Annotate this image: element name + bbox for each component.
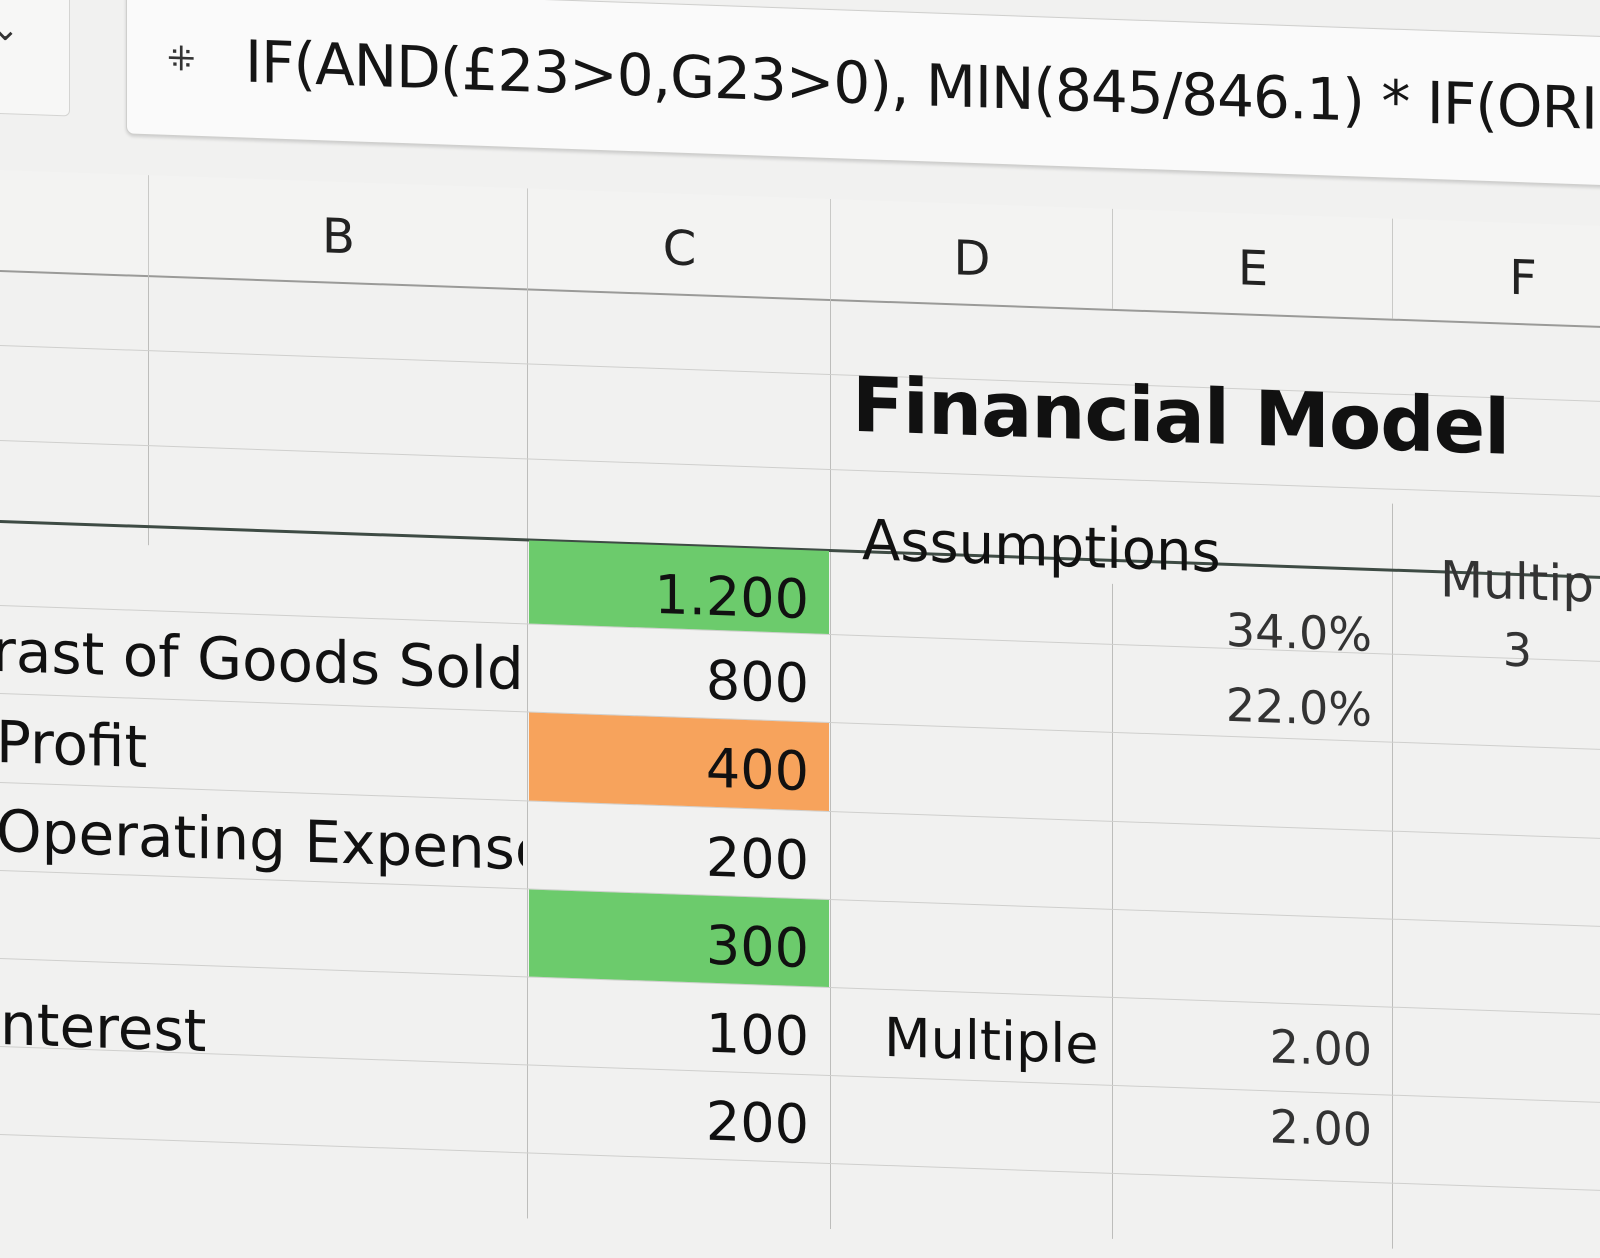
grid-line <box>527 288 528 1219</box>
column-header-b[interactable]: B <box>148 175 528 289</box>
row-label[interactable] <box>0 871 527 976</box>
multiple-label[interactable]: Multiple <box>884 1005 1099 1077</box>
assumption-cell[interactable]: 3 <box>1502 622 1532 678</box>
assumptions-header[interactable]: Assumptions <box>862 508 1221 586</box>
grid-line <box>830 298 831 1230</box>
value-cell[interactable]: 200 <box>705 825 809 893</box>
assumption-cell[interactable]: 34.0% <box>1225 602 1372 662</box>
row-label[interactable]: Operating Expenses <box>0 796 523 886</box>
row-label[interactable]: Profit <box>0 707 148 782</box>
value-cell[interactable]: 200 <box>705 1089 809 1157</box>
value-cell[interactable]: 1.200 <box>529 540 829 634</box>
column-header-e[interactable]: E <box>1112 208 1393 319</box>
multiple-value[interactable]: 2.00 <box>1269 1019 1372 1077</box>
value-cell[interactable]: 100 <box>705 1001 809 1069</box>
chevron-down-icon[interactable]: ⌄ <box>0 8 20 50</box>
row-label[interactable]: rast of Goods Sold <box>0 616 519 704</box>
grid-line <box>148 275 149 546</box>
value-cell[interactable]: 300 <box>529 889 829 987</box>
assumption-cell[interactable]: 22.0% <box>1225 677 1372 737</box>
formula-bar[interactable]: ⁜ IF(AND(£23>0,G23>0), MIN(845/846.1) * … <box>126 0 1600 187</box>
row-label[interactable]: nterest <box>0 990 207 1066</box>
multiple-value[interactable]: 2.00 <box>1269 1099 1372 1157</box>
column-header-c[interactable]: C <box>527 188 831 300</box>
value-cell[interactable]: 800 <box>705 648 809 716</box>
formula-text[interactable]: IF(AND(£23>0,G23>0), MIN(845/846.1) * IF… <box>245 27 1597 143</box>
column-header-d[interactable]: D <box>830 198 1113 309</box>
name-box[interactable]: ⌄ <box>0 0 70 117</box>
column-header-f[interactable]: F <box>1392 218 1600 328</box>
multiple-header[interactable]: Multip <box>1440 550 1594 614</box>
sheet-title[interactable]: Financial Model <box>852 359 1510 472</box>
value-cell[interactable]: 400 <box>529 712 829 811</box>
grid-line <box>1392 503 1393 1249</box>
function-icon: ⁜ <box>167 38 196 80</box>
